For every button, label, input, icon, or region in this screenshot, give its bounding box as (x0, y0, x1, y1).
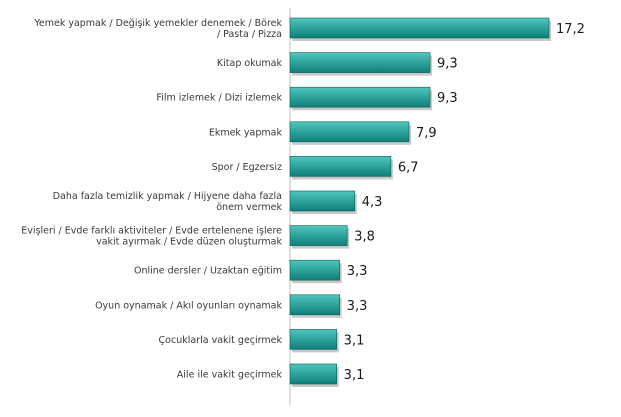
category-label-line: Evişleri / Evde farklı aktiviteler / Evd… (21, 226, 282, 237)
category-label: Spor / Egzersiz (212, 162, 282, 173)
bar (289, 17, 550, 39)
bar-value-label: 3,3 (347, 299, 368, 314)
category-label-line: Oyun oynamak / Akıl oyunları oynamak (95, 300, 282, 311)
bar-group: 3,3 Oyun oynamak / Akıl oyunları oynamak (95, 294, 368, 318)
category-label-line: vakit ayırmak / Evde düzen oluşturmak (96, 237, 282, 248)
category-label: Evişleri / Evde farklı aktiviteler / Evd… (21, 226, 282, 248)
bar-group: 9,3 Kitap okumak (217, 52, 458, 76)
bars-layer: 17,2 Yemek yapmak / Değişik yemekler dene… (21, 17, 585, 387)
bar-group: 4,3 Daha fazla temizlik yapmak / Hijyene … (53, 190, 383, 214)
bar-group: 3,1 Çocuklarla vakit geçirmek (159, 329, 365, 353)
bar-value-label: 7,9 (416, 126, 437, 141)
category-label-line: Daha fazla temizlik yapmak / Hijyene dah… (53, 191, 282, 202)
bar-value-label: 6,7 (398, 160, 419, 175)
category-label-line: Aile ile vakit geçirmek (177, 370, 283, 381)
bar-group: 7,9 Ekmek yapmak (209, 121, 437, 145)
bar (289, 259, 340, 281)
bar (289, 225, 348, 246)
category-label-line: Film izlemek / Dizi izlemek (156, 93, 282, 104)
bar (289, 86, 431, 108)
bar-group: 17,2 Yemek yapmak / Değişik yemekler dene… (33, 17, 585, 41)
category-label: Aile ile vakit geçirmek (177, 370, 283, 381)
bar (289, 156, 392, 177)
bar-group: 9,3 Film izlemek / Dizi izlemek (156, 86, 458, 111)
category-label: Yemek yapmak / Değişik yemekler denemek … (33, 18, 282, 40)
bar-group: 6,7 Spor / Egzersiz (212, 156, 419, 180)
category-label: Online dersler / Uzaktan eğitim (134, 266, 282, 277)
category-label: Çocuklarla vakit geçirmek (159, 335, 283, 346)
category-label: Oyun oynamak / Akıl oyunları oynamak (95, 300, 282, 311)
bar-group: 3,8 Evişleri / Evde farklı aktiviteler / … (21, 225, 375, 249)
bar (289, 363, 337, 385)
bar-value-label: 17,2 (556, 22, 585, 37)
category-label-line: Ekmek yapmak (209, 127, 283, 138)
bar-value-label: 3,1 (344, 368, 365, 383)
bar-group: 3,1 Aile ile vakit geçirmek (177, 363, 365, 387)
category-label-line: Online dersler / Uzaktan eğitim (134, 266, 282, 277)
bar-value-label: 9,3 (437, 57, 458, 72)
category-label-line: / Pasta / Pizza (217, 29, 282, 40)
category-label: Kitap okumak (217, 58, 283, 69)
bar-group: 3,3 Online dersler / Uzaktan eğitim (134, 259, 368, 284)
category-label-line: Kitap okumak (217, 58, 283, 69)
category-label: Daha fazla temizlik yapmak / Hijyene dah… (53, 191, 283, 213)
category-label-line: Çocuklarla vakit geçirmek (159, 335, 283, 346)
category-label-line: önem vermek (216, 202, 282, 213)
bar-value-label: 3,3 (347, 264, 368, 279)
category-label-line: Spor / Egzersiz (212, 162, 282, 173)
category-label-line: Yemek yapmak / Değişik yemekler denemek … (33, 18, 282, 29)
bar (289, 121, 410, 143)
bar-value-label: 3,8 (354, 230, 375, 245)
bar-value-label: 9,3 (437, 91, 458, 106)
category-label: Ekmek yapmak (209, 127, 283, 138)
bar (289, 329, 337, 350)
bar-value-label: 4,3 (362, 195, 383, 210)
bar (289, 190, 356, 212)
category-label: Film izlemek / Dizi izlemek (156, 93, 282, 104)
bar-value-label: 3,1 (344, 333, 365, 348)
bar (289, 294, 340, 316)
bar (289, 52, 431, 73)
